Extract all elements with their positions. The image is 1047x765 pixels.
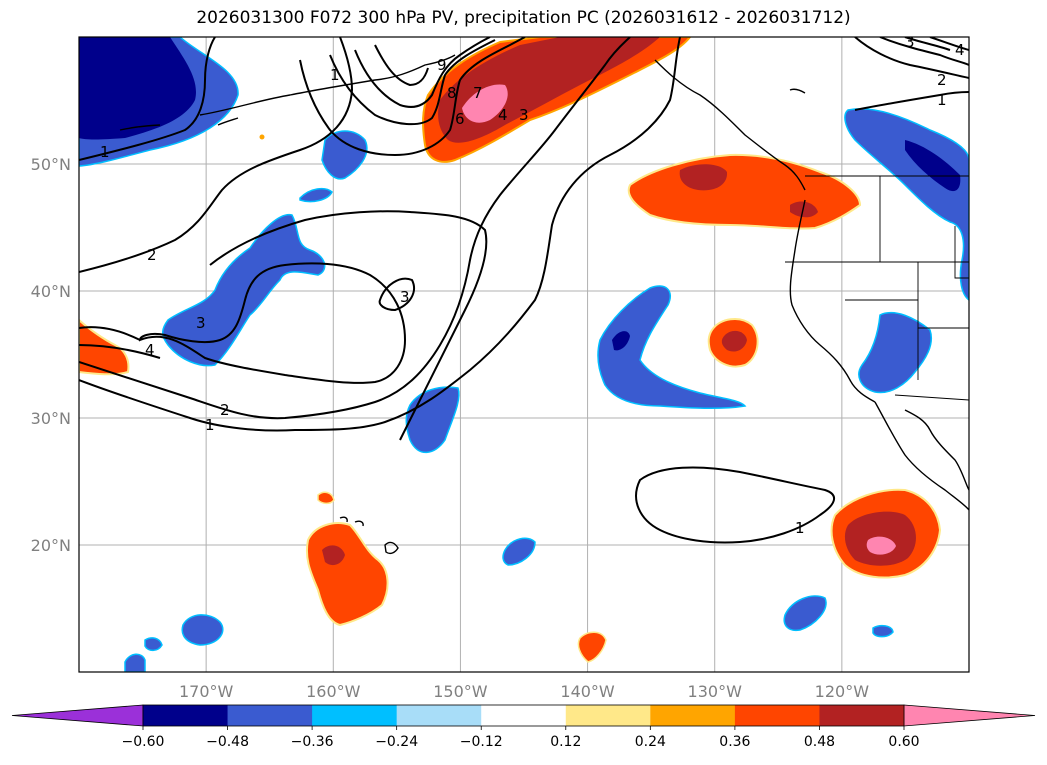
graticule	[79, 37, 969, 672]
pv-label-8: 8	[447, 84, 457, 102]
latitude-labels: 50°N 40°N 30°N 20°N	[31, 155, 71, 555]
colorbar-label: 0.36	[719, 734, 750, 750]
pv-label-4-west: 4	[145, 341, 155, 359]
pv-contour-labels: 1 2 3 4 2 1 3 6 7 8 9 4 3 1 1 3 4 2 1	[100, 33, 965, 537]
lat-tick-label: 30°N	[31, 409, 71, 428]
pv-label-1-aleut: 1	[330, 66, 340, 84]
pv-label-3-central: 3	[400, 288, 410, 306]
pv-label-1-ne: 1	[937, 91, 947, 109]
plot-frame	[78, 36, 970, 673]
pv-label-7: 7	[473, 84, 483, 102]
pv-label-1-nw: 1	[100, 143, 110, 161]
colorbar-label: −0.12	[460, 734, 503, 750]
pv-label-4-ne: 4	[955, 41, 965, 59]
pv-label-1-south: 1	[205, 416, 215, 434]
precip-positive-fields	[79, 37, 942, 663]
colorbar-segment	[396, 705, 482, 726]
colorbar-label: −0.60	[122, 734, 165, 750]
longitude-labels: 170°W 160°W 150°W 140°W 130°W 120°W	[179, 682, 869, 701]
colorbar-segment	[481, 705, 567, 726]
lon-tick-label: 170°W	[179, 682, 234, 701]
plot-area	[79, 37, 969, 672]
colorbar-segment	[819, 705, 905, 726]
colorbar-segment	[227, 705, 313, 726]
colorbar-segment	[734, 705, 820, 726]
colorbar-extend-max	[903, 704, 1036, 727]
colorbar-label: 0.24	[635, 734, 666, 750]
pv-label-2-west: 2	[147, 246, 157, 264]
colorbar-segment	[650, 705, 736, 726]
lon-tick-label: 130°W	[688, 682, 743, 701]
coastlines	[119, 54, 969, 555]
lon-tick-label: 150°W	[433, 682, 488, 701]
pv-label-1-south-east: 1	[795, 519, 805, 537]
pv-label-4-gulf: 4	[498, 106, 508, 124]
lat-tick-label: 40°N	[31, 282, 71, 301]
colorbar-extend-min	[11, 704, 144, 727]
colorbar-segment	[143, 705, 229, 726]
pv-label-9: 9	[437, 56, 447, 74]
lon-tick-label: 120°W	[815, 682, 870, 701]
pv-contours	[79, 37, 969, 544]
map-title: 2026031300 F072 300 hPa PV, precipitatio…	[196, 8, 851, 28]
colorbar-label: 0.12	[550, 734, 581, 750]
lat-tick-label: 50°N	[31, 155, 71, 174]
pv-label-3-west: 3	[196, 314, 206, 332]
colorbar-label: 0.48	[804, 734, 835, 750]
colorbar-segment	[312, 705, 398, 726]
colorbar-label: −0.36	[291, 734, 334, 750]
colorbar: −0.60 −0.48 −0.36 −0.24 −0.12 0.12 0.24 0.36 0.4…	[11, 704, 1036, 750]
colorbar-label: 0.60	[888, 734, 919, 750]
pv-label-2-south: 2	[220, 401, 230, 419]
state-borders	[785, 175, 969, 401]
pv-label-3-gulf: 3	[519, 106, 529, 124]
colorbar-label: −0.24	[375, 734, 418, 750]
lon-tick-label: 160°W	[306, 682, 361, 701]
precip-negative-fields	[79, 37, 969, 672]
pv-label-6: 6	[455, 110, 465, 128]
lat-tick-label: 20°N	[31, 536, 71, 555]
colorbar-segment	[565, 705, 651, 726]
lon-tick-label: 140°W	[560, 682, 615, 701]
pv-label-2-ne: 2	[937, 71, 947, 89]
pv-label-3-ne: 3	[905, 33, 915, 51]
colorbar-label: −0.48	[206, 734, 249, 750]
colorbar-frame	[142, 704, 905, 727]
